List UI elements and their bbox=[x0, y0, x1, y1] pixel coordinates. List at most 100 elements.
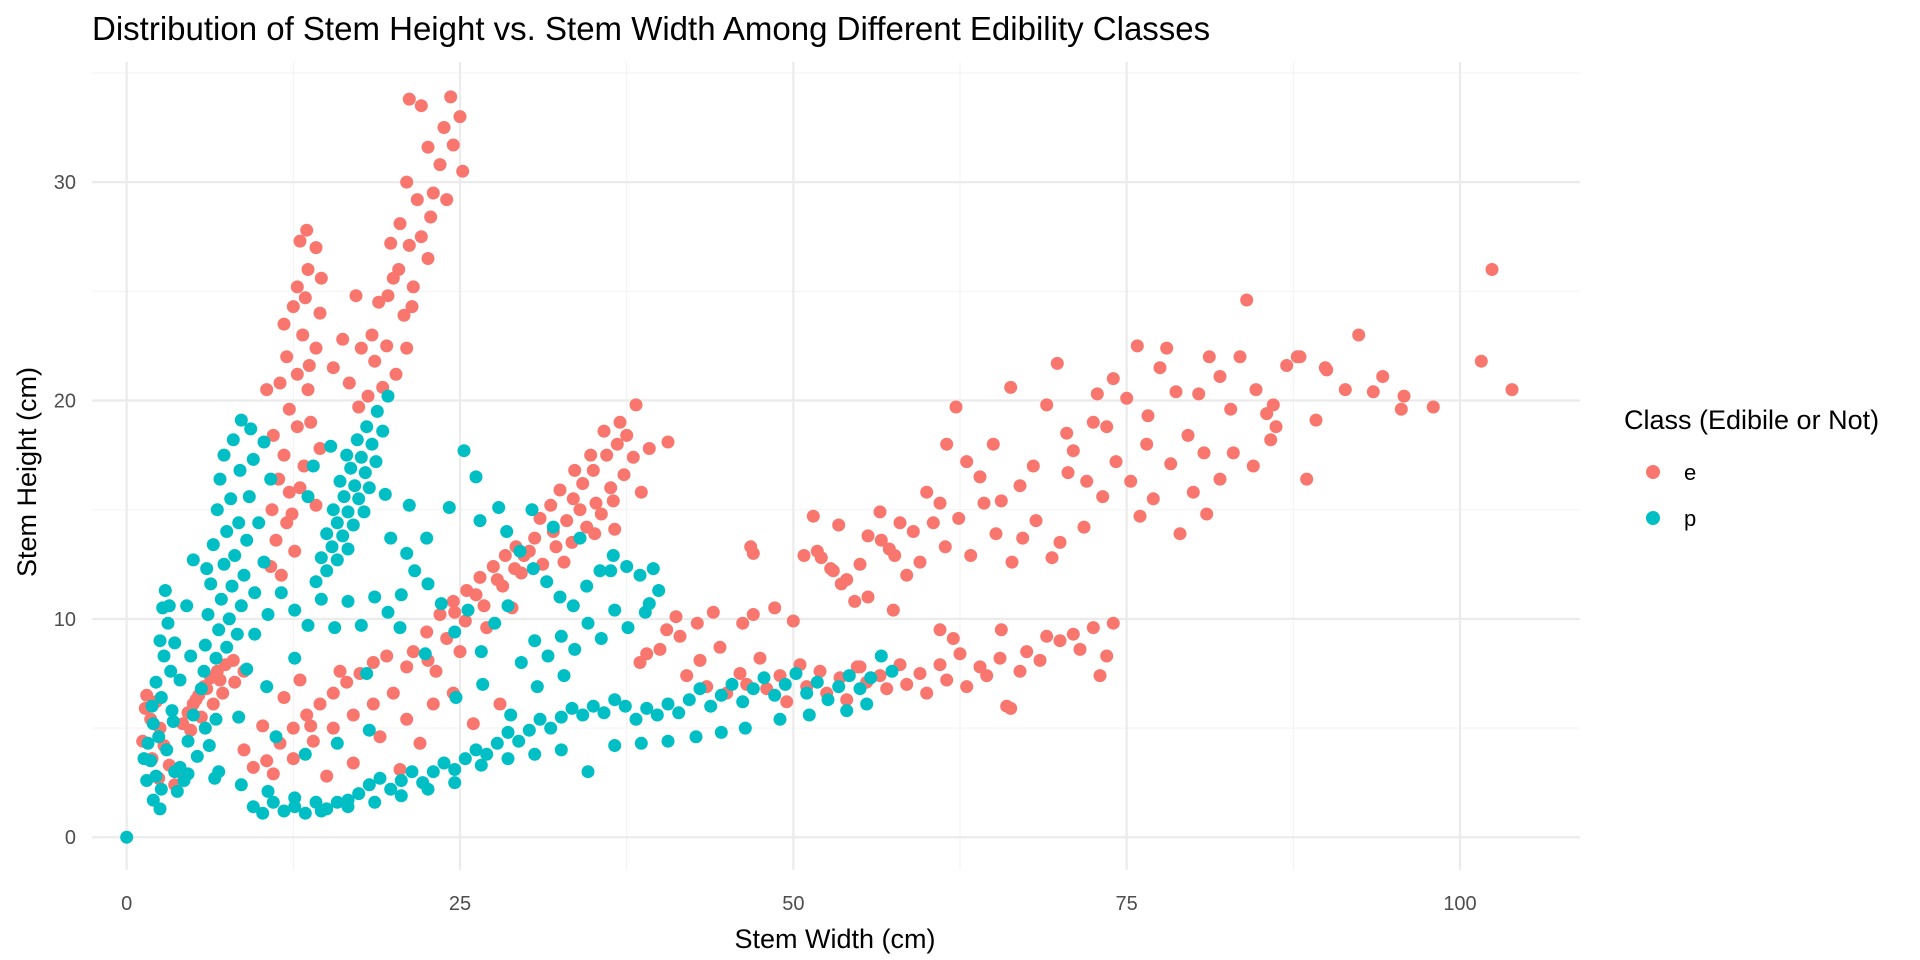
data-point bbox=[704, 699, 718, 713]
data-point bbox=[154, 691, 168, 704]
data-point bbox=[1280, 359, 1294, 372]
data-point bbox=[1109, 455, 1123, 469]
data-point bbox=[369, 455, 383, 469]
data-point bbox=[620, 560, 634, 573]
data-point bbox=[660, 623, 674, 637]
data-point bbox=[214, 592, 228, 606]
data-point bbox=[437, 756, 451, 770]
data-point bbox=[304, 719, 318, 733]
data-point bbox=[773, 712, 787, 726]
data-point bbox=[346, 756, 360, 770]
data-point bbox=[1013, 479, 1027, 493]
data-point bbox=[344, 461, 358, 475]
data-point bbox=[288, 603, 302, 617]
data-point bbox=[1474, 354, 1488, 368]
data-point bbox=[714, 725, 728, 739]
data-point bbox=[257, 435, 271, 449]
data-point bbox=[226, 653, 240, 667]
data-point bbox=[386, 686, 400, 700]
data-point bbox=[336, 332, 350, 346]
data-point bbox=[209, 651, 223, 665]
data-point bbox=[402, 238, 416, 252]
data-point bbox=[1264, 433, 1278, 447]
data-point bbox=[626, 450, 640, 464]
data-point bbox=[408, 564, 422, 578]
data-point bbox=[581, 616, 595, 630]
data-point bbox=[733, 667, 747, 680]
data-point bbox=[380, 649, 394, 663]
data-point bbox=[1338, 383, 1352, 397]
data-point bbox=[393, 763, 407, 776]
data-point bbox=[1426, 400, 1440, 414]
data-point bbox=[314, 551, 328, 565]
data-point bbox=[606, 494, 620, 508]
data-point bbox=[1133, 509, 1147, 523]
data-point bbox=[298, 291, 312, 305]
data-point bbox=[488, 616, 502, 630]
data-point bbox=[273, 376, 287, 390]
data-point bbox=[533, 712, 547, 726]
data-point bbox=[834, 577, 848, 591]
data-point bbox=[576, 708, 590, 722]
data-point bbox=[680, 669, 694, 683]
data-point bbox=[554, 629, 568, 643]
data-point bbox=[469, 588, 483, 602]
data-point bbox=[746, 546, 760, 560]
data-point bbox=[1173, 527, 1187, 541]
data-point bbox=[1320, 363, 1334, 377]
data-point bbox=[184, 649, 198, 663]
data-point bbox=[840, 693, 854, 707]
data-point bbox=[400, 712, 414, 726]
data-point bbox=[693, 653, 707, 667]
data-point bbox=[189, 693, 203, 707]
data-point bbox=[861, 529, 875, 543]
data-point bbox=[370, 404, 384, 418]
data-point bbox=[746, 682, 760, 696]
data-point bbox=[1096, 490, 1110, 504]
data-point bbox=[960, 680, 974, 694]
data-point bbox=[661, 697, 675, 711]
data-point bbox=[573, 531, 587, 545]
data-point bbox=[1053, 634, 1067, 648]
data-point bbox=[586, 699, 600, 713]
data-point bbox=[190, 749, 204, 763]
data-point bbox=[821, 693, 835, 707]
data-point bbox=[1266, 398, 1280, 412]
data-point bbox=[448, 605, 462, 619]
data-point bbox=[453, 645, 467, 659]
data-point bbox=[610, 437, 624, 451]
data-point bbox=[153, 802, 167, 816]
data-point bbox=[394, 588, 408, 602]
data-point bbox=[340, 675, 354, 689]
data-point bbox=[594, 632, 608, 645]
data-point bbox=[1106, 616, 1120, 630]
data-point bbox=[646, 562, 660, 576]
data-point bbox=[394, 774, 408, 787]
data-point bbox=[433, 608, 447, 621]
data-point bbox=[1086, 415, 1100, 429]
data-point bbox=[714, 688, 728, 702]
data-point bbox=[1141, 409, 1155, 423]
data-point bbox=[1050, 356, 1064, 370]
data-point bbox=[946, 632, 960, 645]
data-point bbox=[341, 594, 355, 608]
data-point bbox=[476, 677, 490, 691]
data-point bbox=[1080, 474, 1094, 488]
data-point bbox=[173, 673, 187, 687]
data-point bbox=[466, 717, 480, 731]
data-point bbox=[266, 428, 280, 442]
data-point bbox=[354, 618, 368, 632]
data-point bbox=[120, 830, 134, 844]
data-point bbox=[217, 448, 231, 462]
data-point bbox=[689, 730, 703, 744]
legend-key-p bbox=[1646, 511, 1660, 525]
legend-title: Class (Edibile or Not) bbox=[1624, 405, 1879, 435]
data-point bbox=[554, 743, 568, 757]
data-point bbox=[1226, 446, 1240, 460]
data-point bbox=[448, 625, 462, 639]
data-point bbox=[354, 341, 368, 355]
data-point bbox=[286, 752, 300, 766]
data-points bbox=[120, 90, 1519, 844]
data-point bbox=[448, 776, 462, 790]
data-point bbox=[953, 647, 967, 661]
